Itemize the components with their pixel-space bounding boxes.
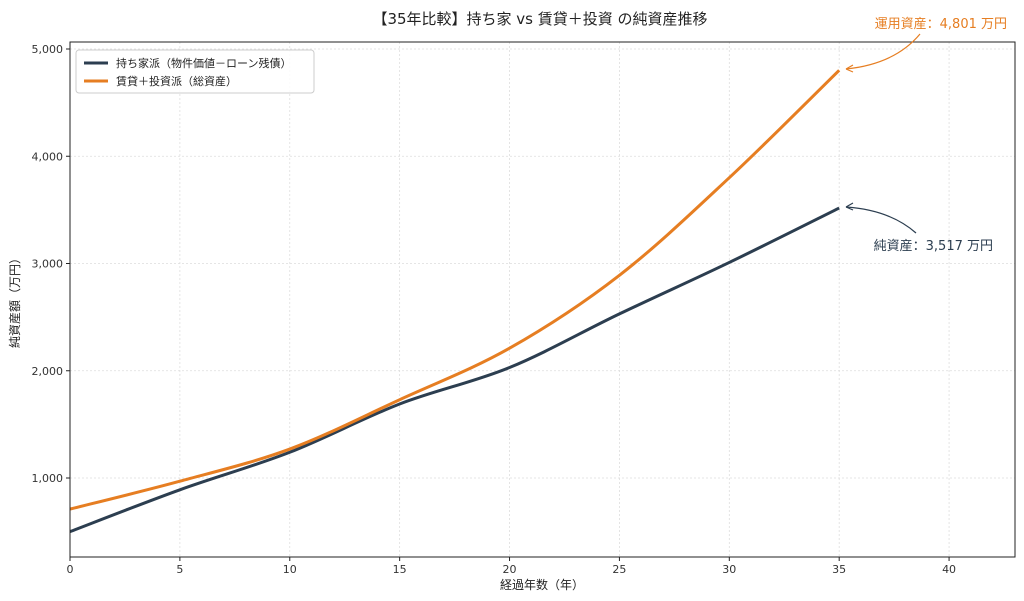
- y-tick-label: 3,000: [32, 258, 64, 271]
- x-axis-ticks: 0 5 10 15 20 25 30 35 40: [67, 557, 956, 576]
- annotation-renter: 運用資産：4,801 万円: [845, 16, 1007, 73]
- annotation-owner-text: 純資産：3,517 万円: [874, 238, 993, 254]
- x-tick-label: 25: [612, 563, 626, 576]
- annotation-owner: 純資産：3,517 万円: [845, 202, 993, 254]
- x-tick-label: 5: [176, 563, 183, 576]
- y-tick-label: 4,000: [32, 150, 64, 163]
- x-tick-label: 30: [722, 563, 736, 576]
- plot-frame: [69, 41, 1016, 558]
- legend-label-renter: 賃貸＋投資派（総資産）: [116, 74, 237, 88]
- x-tick-label: 35: [832, 563, 846, 576]
- y-tick-label: 5,000: [32, 43, 64, 56]
- legend: 持ち家派（物件価値－ローン残債） 賃貸＋投資派（総資産）: [75, 49, 315, 94]
- x-tick-label: 10: [283, 563, 297, 576]
- arrow-icon: [845, 206, 917, 234]
- y-tick-label: 1,000: [32, 472, 64, 485]
- line-owner: [69, 206, 840, 534]
- x-axis-label: 経過年数（年）: [500, 577, 584, 592]
- arrow-icon: [845, 33, 921, 70]
- legend-label-owner: 持ち家派（物件価値－ローン残債）: [116, 56, 291, 70]
- chart-title: 【35年比較】持ち家 vs 賃貸＋投資 の純資産推移: [372, 10, 707, 28]
- series-lines: [69, 69, 841, 534]
- annotation-renter-text: 運用資産：4,801 万円: [875, 16, 1007, 32]
- line-renter: [69, 69, 841, 511]
- x-tick-label: 15: [393, 563, 407, 576]
- y-axis-label: 純資産額（万円）: [7, 252, 22, 348]
- y-tick-label: 2,000: [32, 365, 64, 378]
- x-tick-label: 0: [67, 563, 74, 576]
- grid: [69, 42, 1015, 557]
- x-tick-label: 40: [942, 563, 956, 576]
- y-axis-ticks: 1,000 2,000 3,000 4,000 5,000: [32, 43, 70, 485]
- x-tick-label: 20: [503, 563, 517, 576]
